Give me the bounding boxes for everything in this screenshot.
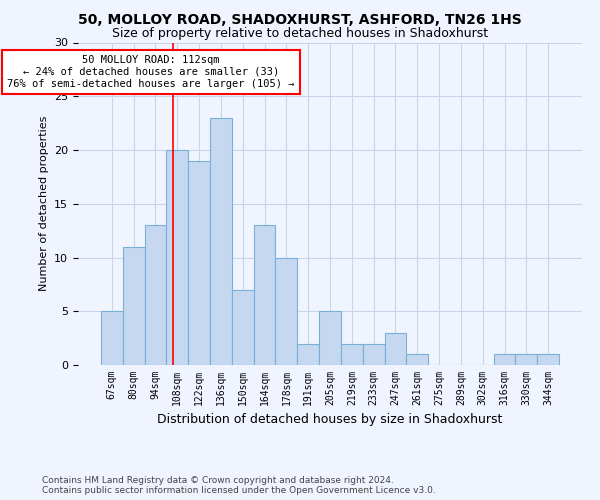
Text: 50, MOLLOY ROAD, SHADOXHURST, ASHFORD, TN26 1HS: 50, MOLLOY ROAD, SHADOXHURST, ASHFORD, T… [78, 12, 522, 26]
Bar [363, 344, 385, 365]
Bar [232, 290, 254, 365]
Bar [406, 354, 428, 365]
Text: Contains HM Land Registry data © Crown copyright and database right 2024.
Contai: Contains HM Land Registry data © Crown c… [42, 476, 436, 495]
Bar [210, 118, 232, 365]
Bar [341, 344, 363, 365]
Bar [537, 354, 559, 365]
Text: Size of property relative to detached houses in Shadoxhurst: Size of property relative to detached ho… [112, 28, 488, 40]
Bar [515, 354, 537, 365]
Bar [166, 150, 188, 365]
Bar [275, 258, 297, 365]
Y-axis label: Number of detached properties: Number of detached properties [38, 116, 49, 292]
Bar [188, 161, 210, 365]
Bar [123, 246, 145, 365]
Text: 50 MOLLOY ROAD: 112sqm
← 24% of detached houses are smaller (33)
76% of semi-det: 50 MOLLOY ROAD: 112sqm ← 24% of detached… [7, 56, 295, 88]
X-axis label: Distribution of detached houses by size in Shadoxhurst: Distribution of detached houses by size … [157, 414, 503, 426]
Bar [254, 225, 275, 365]
Bar [319, 311, 341, 365]
Bar [385, 333, 406, 365]
Bar [494, 354, 515, 365]
Bar [145, 225, 166, 365]
Bar [101, 311, 123, 365]
Bar [297, 344, 319, 365]
